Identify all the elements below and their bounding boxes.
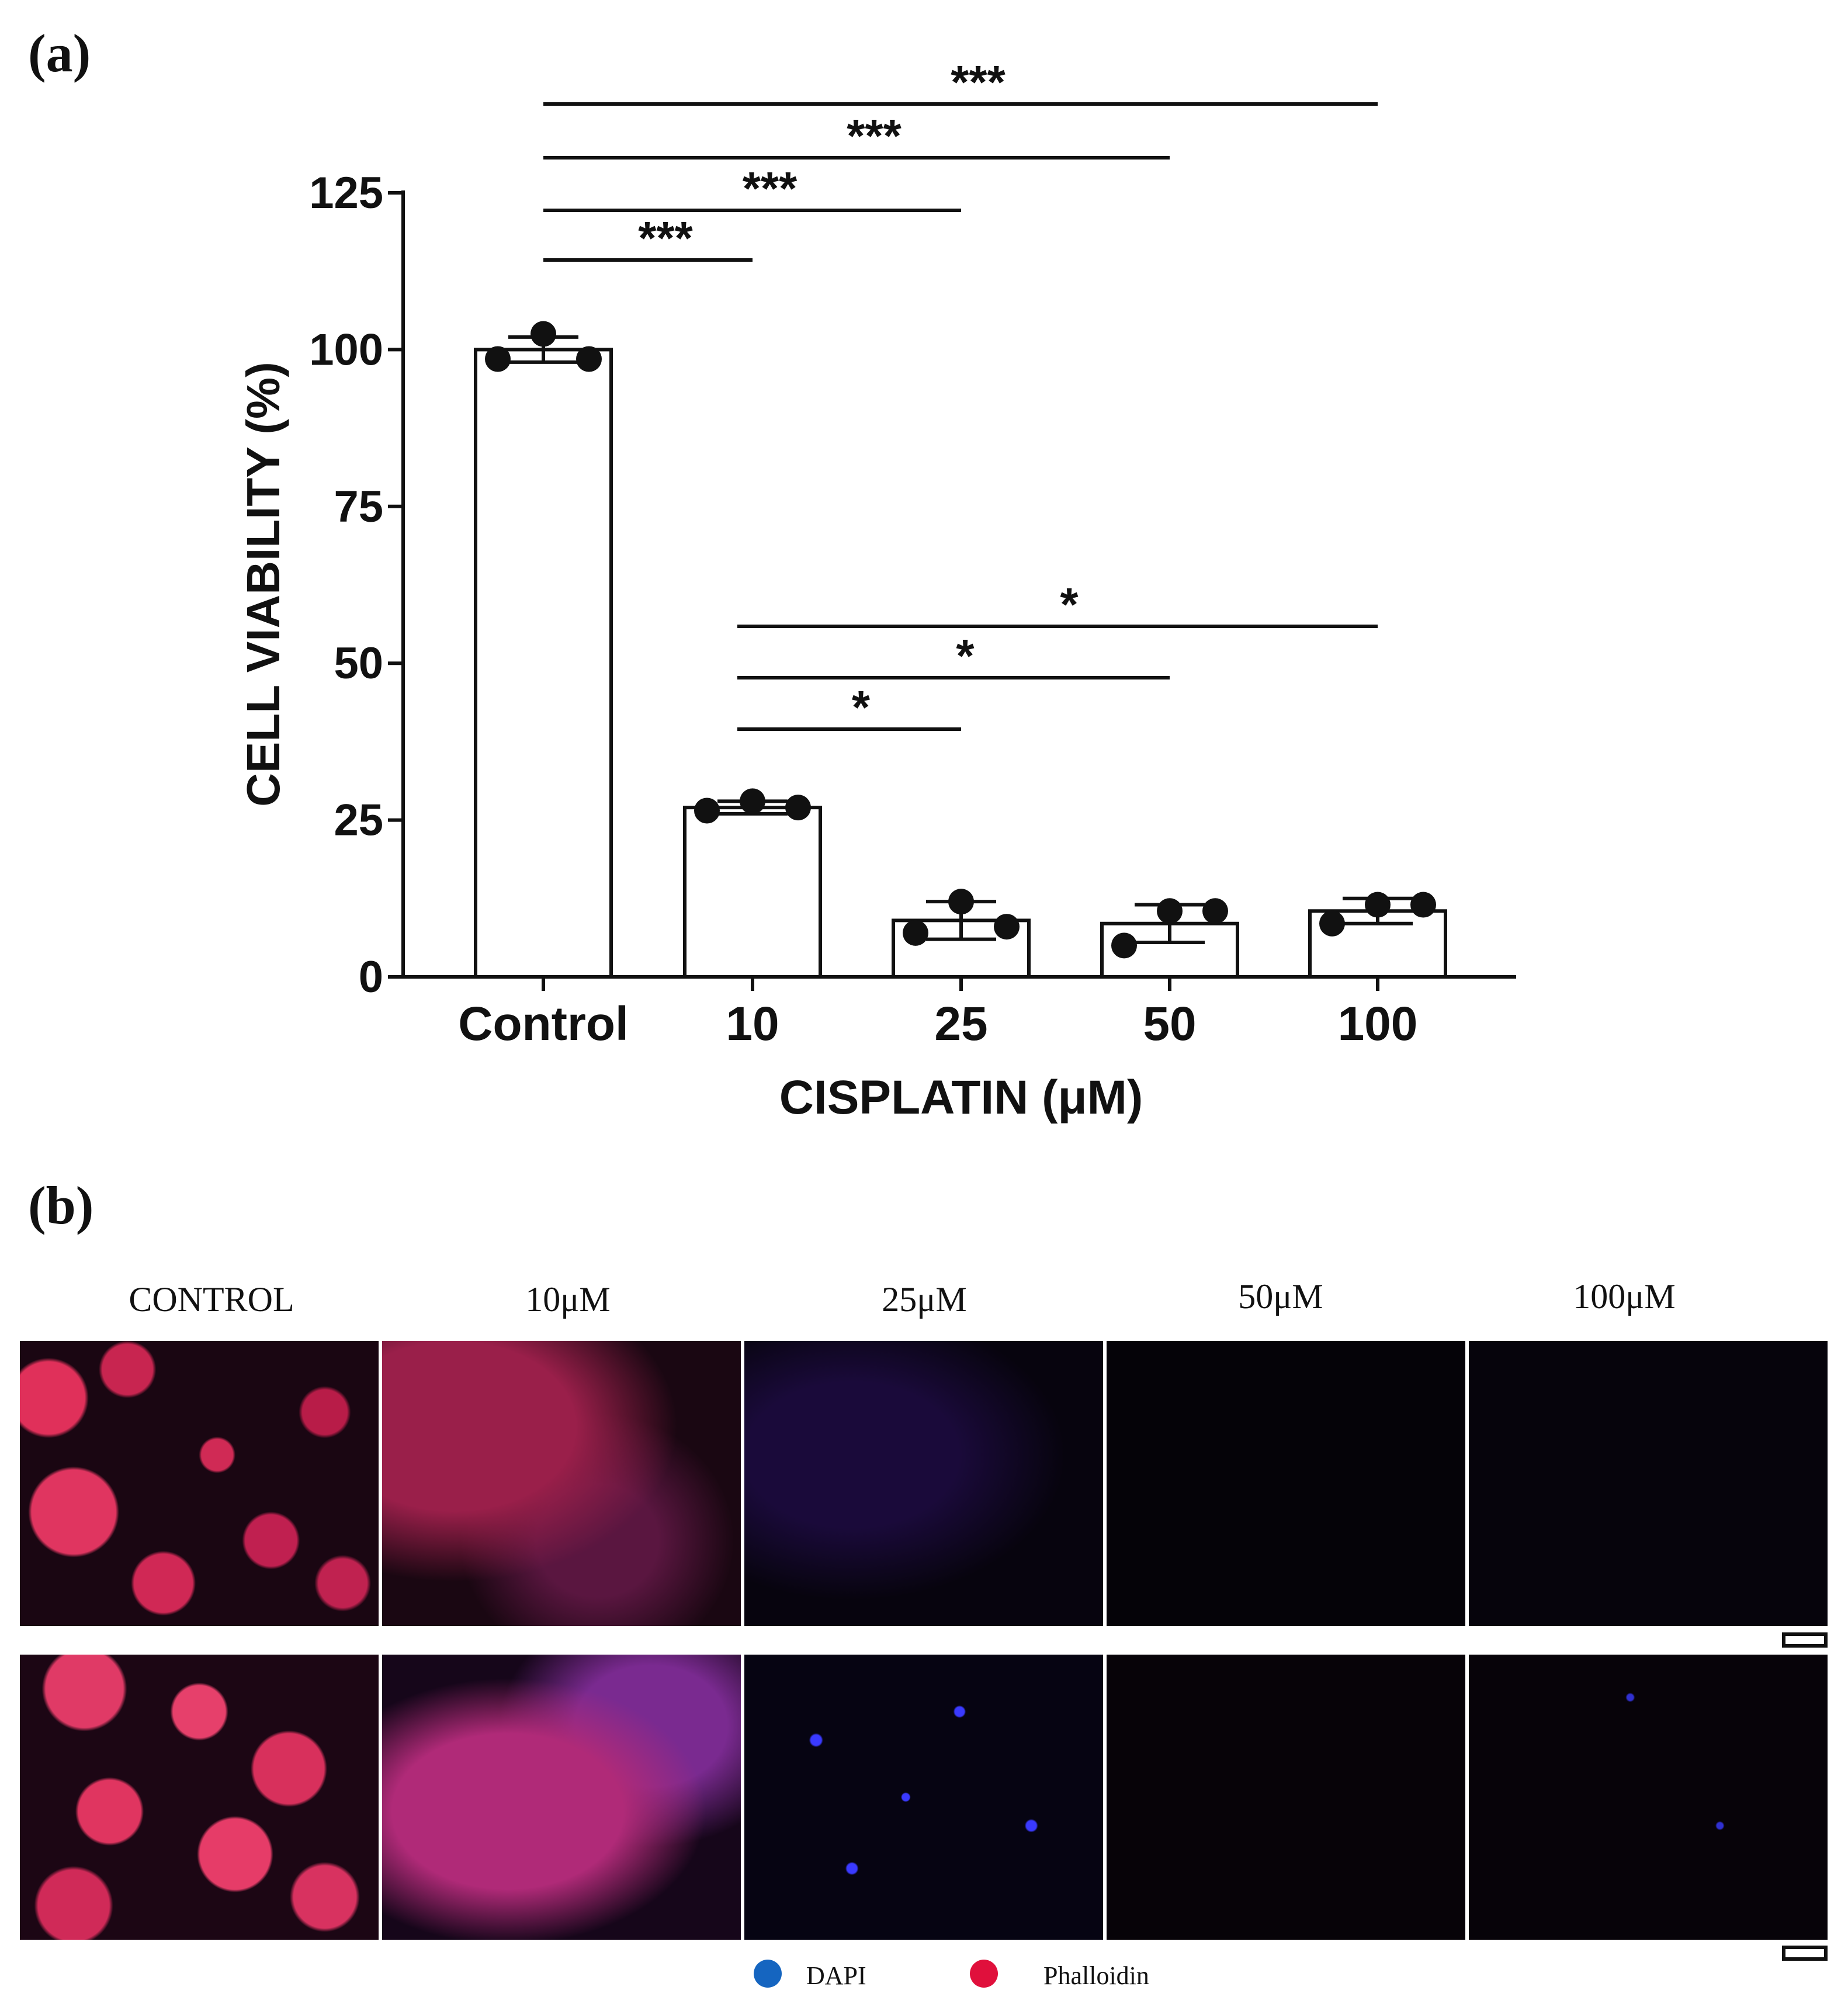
micrograph-10um-high-mag [382,1655,741,1940]
y-tick-label-75: 75 [334,482,383,532]
x-tick-label-10: 10 [726,997,779,1050]
legend-phalloidin-label: Phalloidin [1043,1961,1149,1990]
data-point-25-1 [903,920,928,946]
data-point-50-3 [1202,898,1228,924]
data-point-10-2 [740,788,765,814]
scale-bar-row-2 [1782,1946,1828,1961]
data-point-100-1 [1319,910,1345,937]
data-point-100-3 [1410,892,1436,918]
data-point-Control-3 [576,346,602,372]
significance-label-5: * [1060,578,1079,630]
legend-dapi-dot [754,1960,782,1988]
y-tick-label-50: 50 [334,639,383,688]
micrograph-25um-low-mag [744,1341,1103,1626]
x-tick-label-Control: Control [458,997,628,1050]
micrograph-control-low-mag [20,1341,379,1626]
x-tick-label-100: 100 [1338,997,1418,1050]
bar-Control [474,348,613,979]
micrograph-25um-high-mag [744,1655,1103,1940]
micrograph-100um-low-mag [1469,1341,1828,1626]
significance-label-3: *** [743,162,798,214]
scale-bar-row-1 [1782,1632,1828,1648]
data-point-10-1 [694,798,720,824]
y-tick-label-0: 0 [359,952,383,1002]
column-label-50um: 50μM [1238,1277,1323,1316]
micrograph-control-high-mag [20,1655,379,1940]
data-point-25-3 [994,914,1020,940]
significance-label-2: *** [847,110,902,162]
x-axis-title: CISPLATIN (μM) [779,1071,1143,1124]
column-label-100um: 100μM [1573,1277,1676,1316]
micrograph-50um-high-mag [1107,1655,1465,1940]
data-point-100-2 [1365,892,1391,918]
bar-10 [683,806,822,979]
column-label-10um: 10μM [525,1280,611,1319]
column-label-25um: 25μM [882,1280,967,1319]
micrograph-10um-low-mag [382,1341,741,1626]
y-tick-label-25: 25 [334,796,383,845]
significance-label-6: * [956,630,975,682]
column-label-control: CONTROL [129,1280,294,1319]
y-tick-label-125: 125 [309,168,383,218]
data-point-25-2 [948,889,974,915]
legend-phalloidin-dot [970,1960,998,1988]
significance-label-1: *** [951,56,1006,108]
legend-dapi-label: DAPI [806,1961,866,1990]
data-point-50-1 [1111,932,1137,959]
y-axis-title: CELL VIABILITY (%) [237,362,289,807]
viability-bar-chart: 0 25 50 75 100 125 Control 10 25 50 100 CISPLATIN (… [237,56,1516,1124]
significance-label-7: * [852,681,871,733]
panel-b-letter: (b) [28,1176,94,1235]
x-tick-label-25: 25 [934,997,987,1050]
data-point-50-2 [1157,898,1183,924]
y-tick-label-100: 100 [309,325,383,375]
data-point-10-3 [785,795,811,821]
significance-label-4: *** [638,212,693,264]
micrograph-50um-low-mag [1107,1341,1465,1626]
data-point-Control-1 [485,346,511,372]
data-point-Control-2 [531,321,556,347]
panel-a-letter: (a) [28,23,91,83]
micrograph-100um-high-mag [1469,1655,1828,1940]
x-tick-label-50: 50 [1143,997,1196,1050]
